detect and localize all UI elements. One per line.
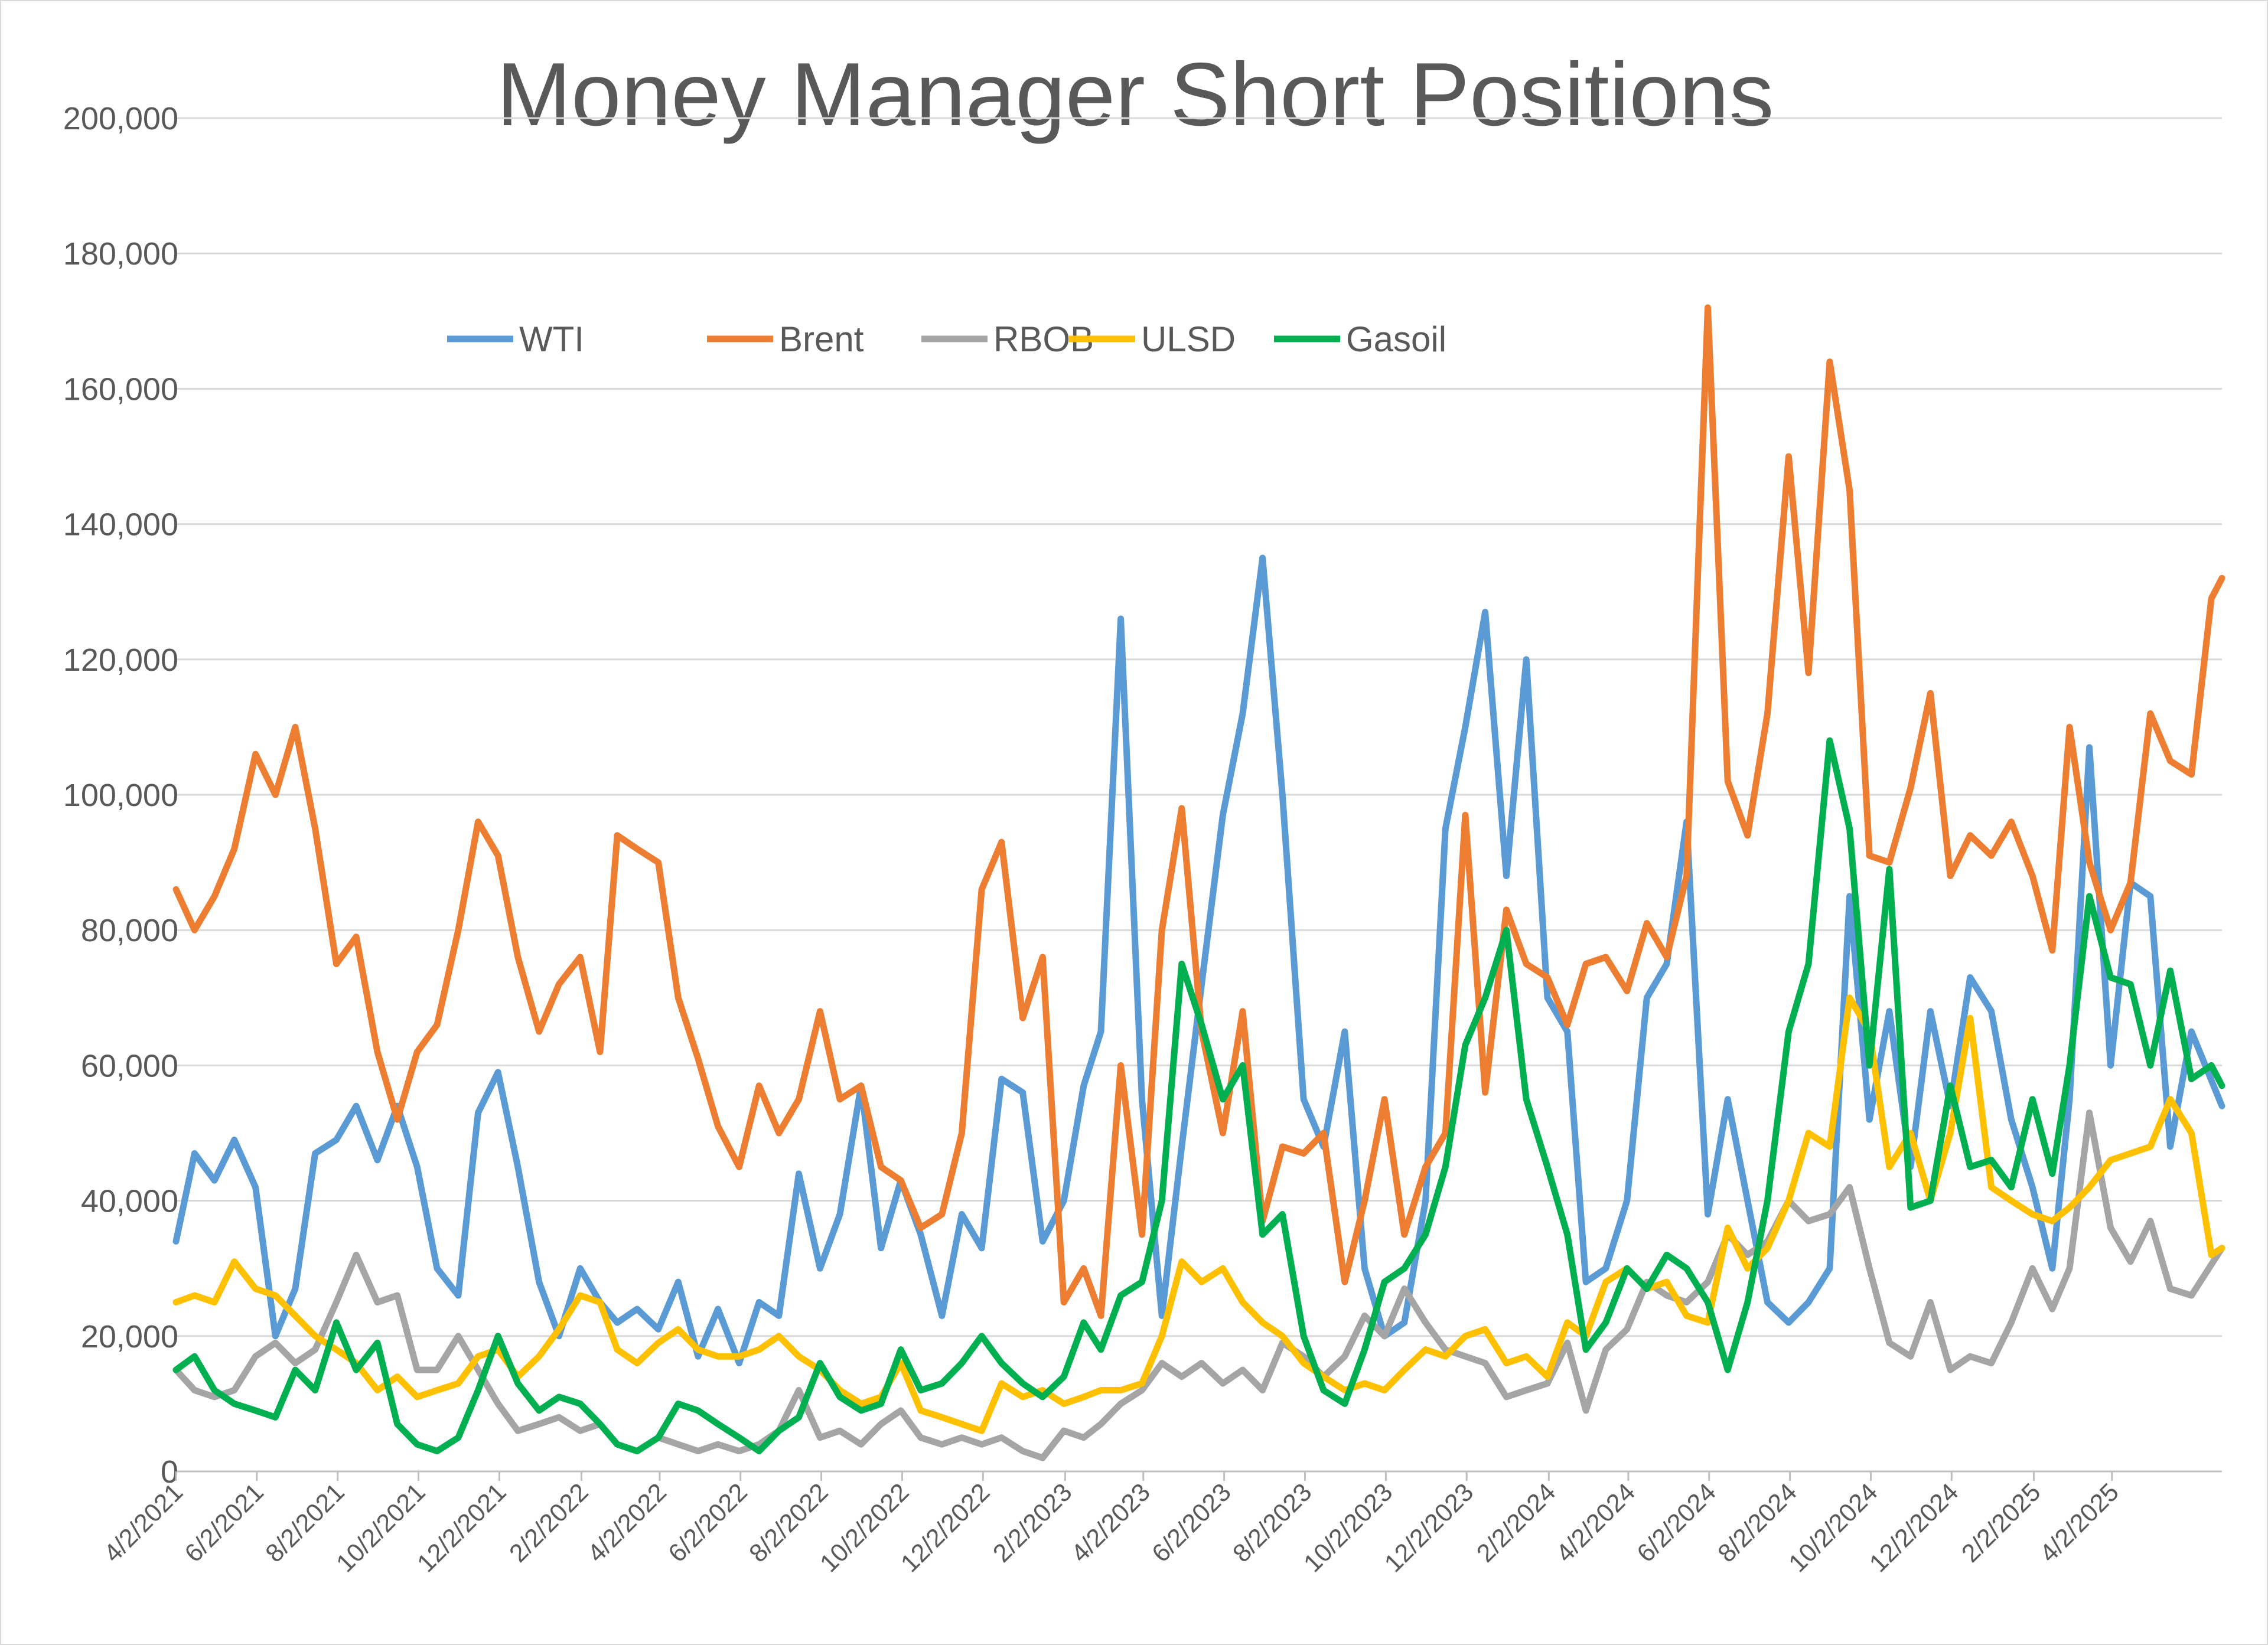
y-tick-label: 120,000 <box>63 642 178 678</box>
y-axis-ticks: 020,00040,00060,00080,000100,000120,0001… <box>63 101 178 1490</box>
x-tick-label: 4/2/2023 <box>1066 1478 1156 1568</box>
x-tick-label: 2/2/2022 <box>504 1478 594 1568</box>
y-tick-label: 20,000 <box>81 1319 178 1354</box>
y-tick-label: 100,000 <box>63 778 178 813</box>
x-tick-label: 4/2/2022 <box>582 1478 672 1568</box>
x-tick-label: 2/2/2024 <box>1471 1478 1561 1568</box>
y-tick-label: 80,000 <box>81 913 178 948</box>
series-line-brent <box>172 304 2225 1319</box>
x-axis-ticks: 4/2/20216/2/20218/2/202110/2/202112/2/20… <box>99 1471 2124 1578</box>
x-tick-label: 6/2/2023 <box>1146 1478 1236 1568</box>
x-tick-label: 6/2/2022 <box>663 1478 753 1568</box>
y-tick-label: 160,000 <box>63 371 178 407</box>
x-tick-label: 2/2/2025 <box>1956 1478 2046 1568</box>
y-tick-label: 140,000 <box>63 507 178 543</box>
legend-label-ulsd: ULSD <box>1141 319 1236 359</box>
x-tick-label: 12/2/2022 <box>895 1478 995 1578</box>
y-tick-label: 200,000 <box>63 101 178 136</box>
x-tick-label: 4/2/2025 <box>2035 1478 2124 1568</box>
series-lines <box>172 304 2225 1461</box>
legend-label-gasoil: Gasoil <box>1346 319 1446 359</box>
y-tick-label: 180,000 <box>63 236 178 272</box>
x-tick-label: 4/2/2024 <box>1551 1478 1641 1568</box>
series-line-rbob <box>172 1109 2225 1461</box>
y-tick-label: 40,000 <box>81 1184 178 1219</box>
x-tick-label: 10/2/2024 <box>1783 1478 1883 1578</box>
x-tick-label: 12/2/2024 <box>1864 1478 1964 1578</box>
x-tick-label: 6/2/2024 <box>1632 1478 1722 1568</box>
x-tick-label: 6/2/2021 <box>180 1478 269 1568</box>
series-line-wti <box>172 554 2225 1367</box>
x-tick-label: 4/2/2021 <box>99 1478 188 1568</box>
y-tick-label: 60,000 <box>81 1048 178 1083</box>
x-tick-label: 10/2/2023 <box>1298 1478 1398 1578</box>
x-tick-label: 10/2/2022 <box>814 1478 914 1578</box>
chart-title: Money Manager Short Positions <box>497 44 1774 145</box>
series-line-gasoil <box>172 737 2225 1455</box>
legend-label-wti: WTI <box>519 319 584 359</box>
gridlines <box>176 117 2222 1473</box>
x-tick-label: 2/2/2023 <box>988 1478 1077 1568</box>
x-tick-label: 12/2/2023 <box>1379 1478 1479 1578</box>
legend: WTI Brent RBOB ULSD Gasoil <box>447 319 1446 359</box>
x-tick-label: 12/2/2021 <box>412 1478 511 1578</box>
legend-label-brent: Brent <box>779 319 864 359</box>
x-tick-label: 10/2/2021 <box>331 1478 431 1578</box>
